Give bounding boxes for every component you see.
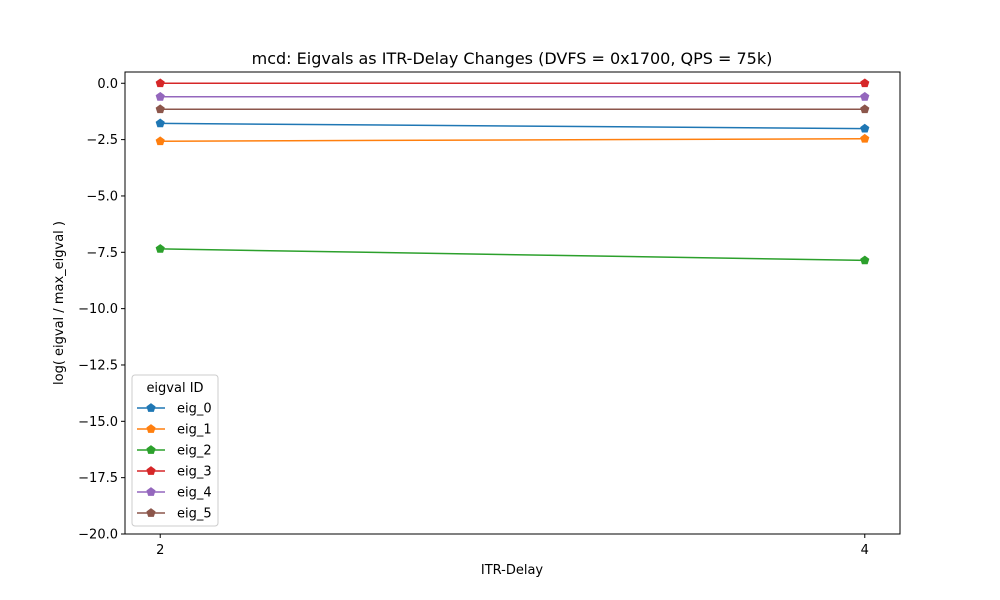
series-eig_1 <box>155 133 870 146</box>
legend-item: eig_5 <box>137 507 212 522</box>
series-line <box>160 137 865 142</box>
data-point <box>860 123 870 133</box>
y-tick-label: 0.0 <box>97 77 118 92</box>
legend-marker <box>146 424 156 433</box>
plot-frame <box>124 71 901 535</box>
series-line <box>160 122 865 130</box>
x-tick-label: 4 <box>861 543 869 558</box>
series-line <box>160 248 865 262</box>
y-tick-label: −15.0 <box>78 415 118 430</box>
legend-marker <box>146 466 156 475</box>
legend-item: eig_4 <box>137 486 212 501</box>
legend-marker <box>146 445 156 454</box>
legend-items: eig_0 eig_1 eig_2 eig_3 eig_4 eig_5 <box>137 402 212 522</box>
y-axis: 0.0 −2.5 −5.0 −7.5 −10.0 −12.5 −15.0 −17.5 −20.0 <box>78 77 125 543</box>
legend-label: eig_0 <box>177 402 212 417</box>
y-tick-label: −12.5 <box>78 358 118 373</box>
legend-item: eig_0 <box>137 402 212 417</box>
data-point <box>860 255 870 265</box>
data-point <box>860 133 870 143</box>
y-tick-label: −10.0 <box>78 302 118 317</box>
legend-label: eig_3 <box>177 465 212 480</box>
data-point <box>860 91 870 101</box>
y-tick-label: −17.5 <box>78 471 118 486</box>
y-tick-label: −7.5 <box>86 246 118 261</box>
legend-item: eig_3 <box>137 465 212 480</box>
x-tick-label: 2 <box>156 543 164 558</box>
data-point <box>860 78 870 88</box>
legend-item: eig_2 <box>137 444 212 459</box>
x-axis-label: ITR-Delay <box>481 563 544 578</box>
data-point <box>155 244 165 253</box>
series-layer <box>155 78 870 265</box>
legend-marker <box>146 403 156 412</box>
data-point <box>155 91 165 101</box>
y-axis-label: log( eigval / max_eigval ) <box>52 221 67 385</box>
legend-label: eig_4 <box>177 486 212 501</box>
legend-box <box>131 374 219 527</box>
chart-title: mcd: Eigvals as ITR-Delay Changes (DVFS … <box>252 49 773 68</box>
legend-label: eig_1 <box>177 423 212 438</box>
data-point <box>155 118 165 128</box>
data-point <box>155 78 165 88</box>
series-eig_0 <box>155 118 870 133</box>
y-tick-label: −5.0 <box>86 189 118 204</box>
data-point <box>860 104 870 114</box>
data-point <box>155 104 165 114</box>
y-tick-label: −20.0 <box>78 528 118 543</box>
series-eig_5 <box>155 104 870 114</box>
y-tick-label: −2.5 <box>86 133 118 148</box>
legend-label: eig_2 <box>177 444 212 459</box>
legend: eigval ID eig_0 eig_1 eig_2 eig_3 eig_4 eig_5 <box>131 374 219 527</box>
series-eig_4 <box>155 91 870 101</box>
legend-item: eig_1 <box>137 423 212 438</box>
series-eig_3 <box>155 78 870 88</box>
legend-marker <box>146 508 156 517</box>
series-eig_2 <box>155 244 870 265</box>
legend-marker <box>146 487 156 496</box>
legend-label: eig_5 <box>177 507 212 522</box>
data-point <box>155 136 165 146</box>
legend-title: eigval ID <box>146 381 203 396</box>
